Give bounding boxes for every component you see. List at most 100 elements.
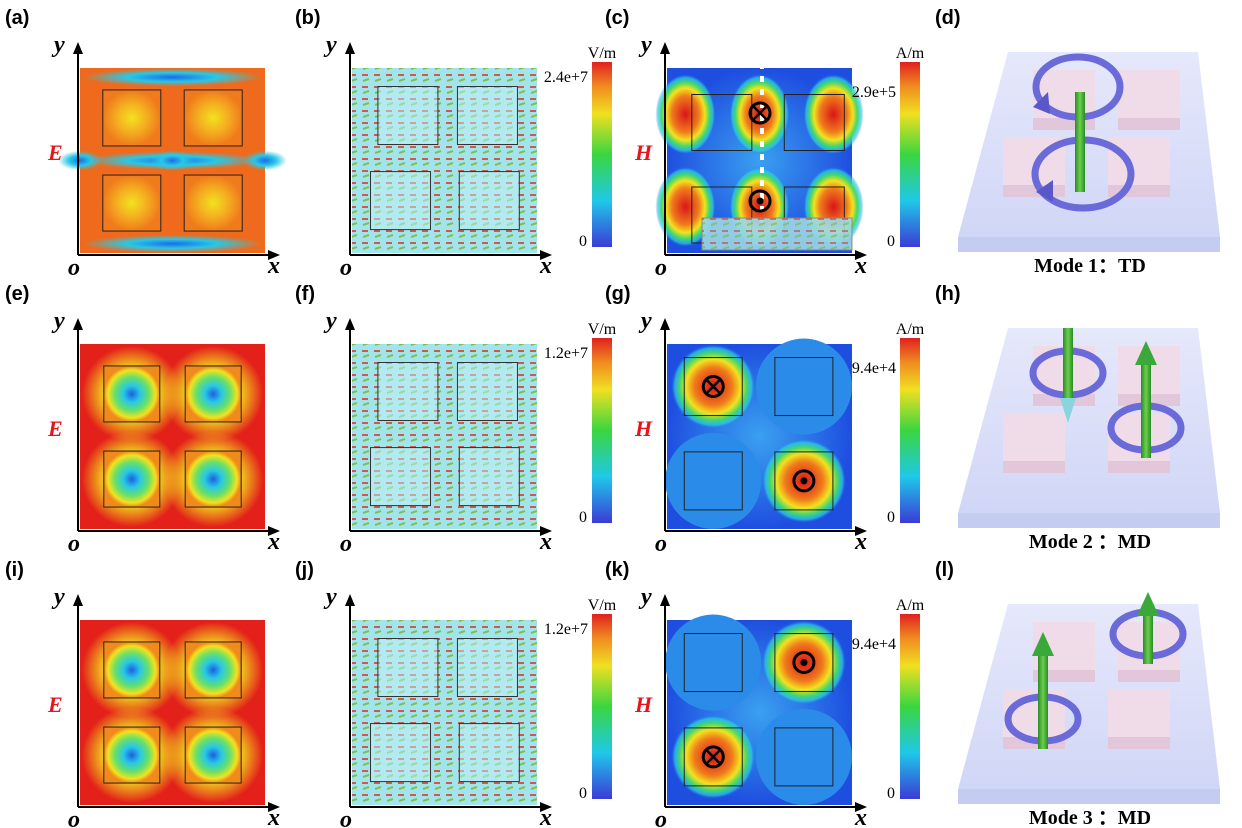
panel-label: (j) (295, 559, 314, 581)
panel: (f)yxoV/m1.2e+70 (295, 283, 617, 557)
field-lobe (665, 615, 761, 711)
field-node (243, 151, 287, 171)
substrate-side (958, 237, 1220, 252)
resonator (459, 172, 519, 230)
resonator (185, 366, 241, 422)
y-axis-label: y (51, 32, 65, 58)
colorbar-min: 0 (579, 785, 587, 802)
dipole-rod (1038, 654, 1048, 749)
panel-label: (g) (605, 283, 631, 305)
panel: (i) y x o E (5, 559, 280, 828)
y-axis-label: y (51, 308, 65, 334)
colorbar-unit: V/m (588, 45, 617, 62)
resonator (185, 451, 241, 507)
field-label: E (47, 416, 63, 441)
inset-pattern (702, 218, 852, 250)
resonator (185, 642, 241, 698)
x-axis-label: x (854, 805, 867, 828)
x-axis-label: x (854, 253, 867, 279)
field-label: E (47, 692, 63, 717)
panel-label: (d) (935, 7, 961, 29)
origin-label: o (340, 255, 352, 281)
resonator (104, 366, 160, 422)
panel: (e) y x o E (5, 283, 280, 557)
colorbar-unit: A/m (896, 597, 925, 614)
dot (800, 477, 807, 484)
arrow-head (660, 42, 670, 54)
arrow-head (73, 42, 83, 54)
field-node (83, 235, 263, 253)
dipole-rod (1075, 92, 1085, 192)
dipole-rod (1143, 614, 1153, 664)
arrow-head (73, 318, 83, 330)
x-axis-label: x (267, 253, 280, 279)
field-lobe (756, 709, 852, 805)
colorbar-min: 0 (579, 509, 587, 526)
origin-label: o (68, 531, 80, 557)
y-axis-label: y (638, 308, 652, 334)
resonator (184, 175, 242, 231)
field-label: H (634, 416, 653, 441)
resonator (104, 642, 160, 698)
x-axis-label: x (267, 529, 280, 555)
arrow-head (73, 594, 83, 606)
panel-label: (a) (5, 7, 29, 29)
colorbar-min: 0 (887, 785, 895, 802)
resonator-side (1118, 118, 1180, 130)
colorbar (592, 62, 612, 247)
resonator-top (1003, 413, 1065, 461)
panel-label: (e) (5, 283, 29, 305)
field-lobe (665, 433, 761, 529)
resonator-side (1003, 461, 1065, 473)
colorbar-unit: V/m (588, 597, 617, 614)
colorbar-unit: A/m (896, 321, 925, 338)
resonator-side (1108, 737, 1170, 749)
colorbar-min: 0 (887, 509, 895, 526)
arrow-head (660, 318, 670, 330)
substrate-side (958, 513, 1220, 528)
dipole-rod (1141, 363, 1151, 458)
panel-label: (h) (935, 283, 961, 305)
panel-label: (i) (5, 559, 24, 581)
panel-label: (b) (295, 7, 321, 29)
field-label: E (47, 140, 63, 165)
arrow-head (345, 42, 355, 54)
resonator (371, 724, 431, 782)
colorbar-unit: A/m (896, 45, 925, 62)
resonator-top (1108, 137, 1170, 185)
panel: (a)yxoE (5, 7, 287, 281)
panel-label: (c) (605, 7, 629, 29)
y-axis-label: y (51, 584, 65, 610)
origin-label: o (655, 255, 667, 281)
colorbar-max: 1.2e+7 (544, 345, 588, 362)
resonator (103, 175, 161, 231)
colorbar-max: 9.4e+4 (852, 636, 896, 653)
colorbar (900, 614, 920, 799)
colorbar (900, 62, 920, 247)
field-label: H (634, 140, 653, 165)
colorbar (592, 614, 612, 799)
colorbar-min: 0 (579, 233, 587, 250)
y-axis-label: y (323, 308, 337, 334)
origin-label: o (340, 807, 352, 828)
resonator (184, 90, 242, 146)
resonator (378, 639, 438, 697)
resonator (103, 90, 161, 146)
field-node (83, 68, 263, 86)
y-axis-label: y (638, 32, 652, 58)
colorbar (592, 338, 612, 523)
colorbar-max: 9.4e+4 (852, 360, 896, 377)
resonator-side (1108, 461, 1170, 473)
x-axis-label: x (267, 805, 280, 828)
resonator (457, 87, 517, 145)
arrow-head (660, 594, 670, 606)
origin-label: o (655, 807, 667, 828)
colorbar-max: 2.4e+7 (544, 69, 588, 86)
field-node (58, 151, 102, 171)
y-axis-label: y (323, 32, 337, 58)
origin-label: o (68, 807, 80, 828)
field-node (151, 151, 195, 171)
panel: (d)Mode 1：TD (935, 7, 1220, 277)
panel-label: (k) (605, 559, 629, 581)
dipole-rod (1063, 328, 1073, 398)
